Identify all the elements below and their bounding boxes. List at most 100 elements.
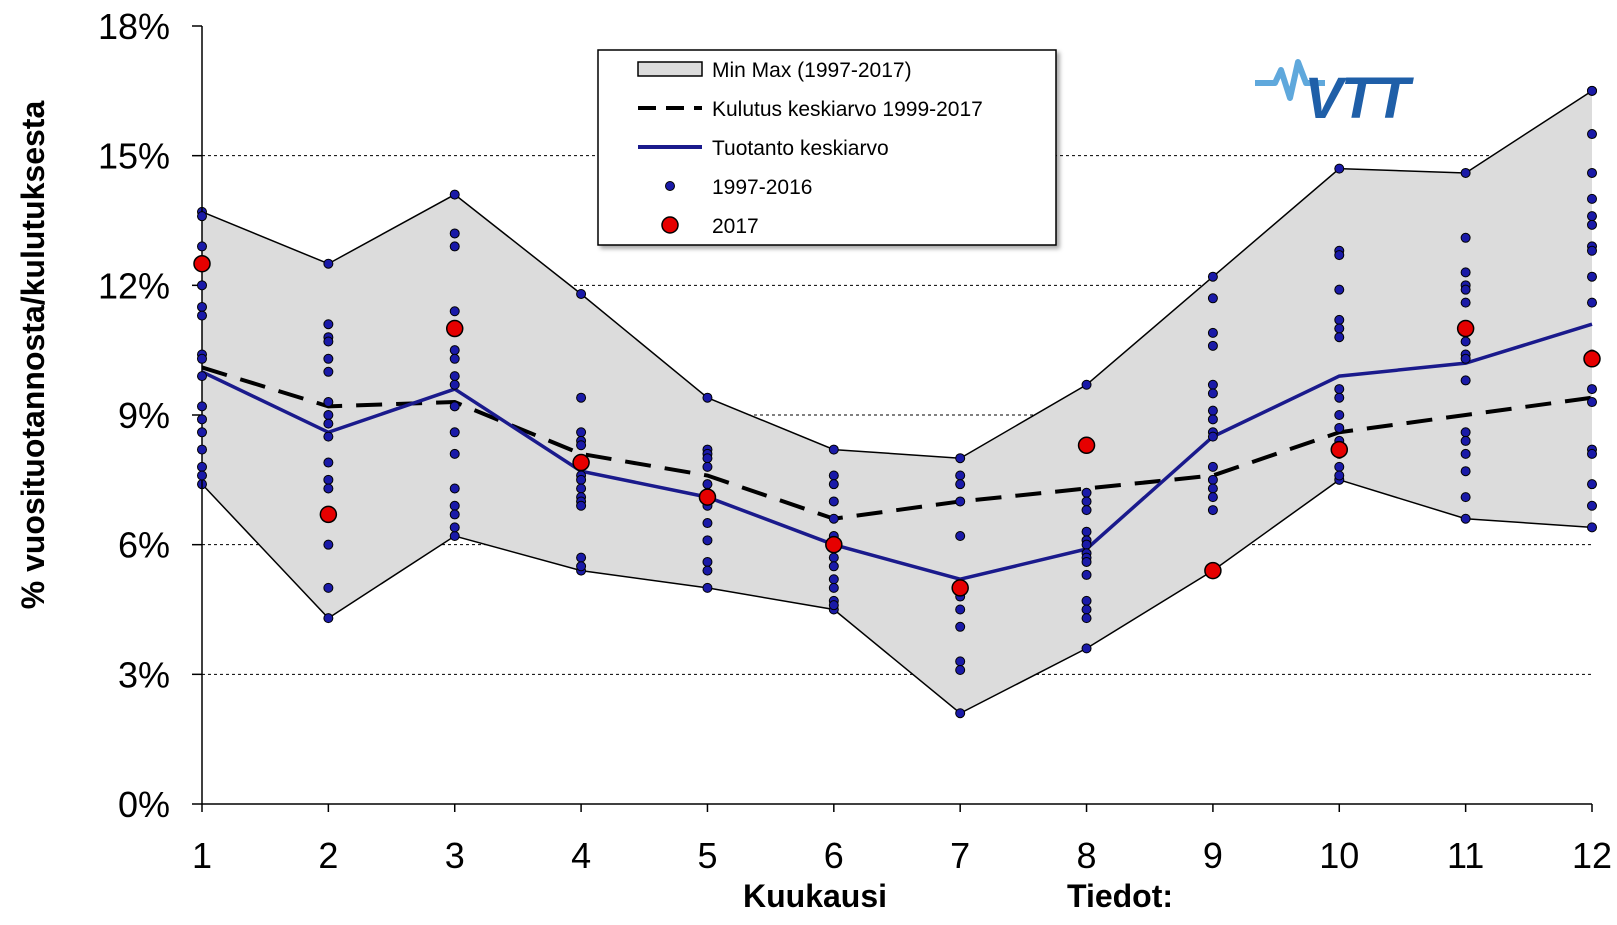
historic-point [1334, 250, 1345, 261]
historic-point [1081, 539, 1092, 550]
historic-point [576, 474, 587, 485]
historic-point [449, 401, 460, 412]
max-point [1081, 379, 1092, 390]
max-point [1460, 167, 1471, 178]
historic-point [1587, 479, 1597, 490]
max-point [1207, 271, 1218, 282]
legend-historic-label: 1997-2016 [712, 176, 812, 199]
historic-point [323, 582, 334, 593]
point-2017 [698, 488, 717, 506]
historic-point [828, 479, 839, 490]
y-tick-label: 0% [118, 784, 170, 825]
min-line [201, 479, 1593, 715]
historic-point [702, 453, 713, 464]
max-point [576, 288, 587, 299]
x-tick-label: 1 [192, 835, 212, 876]
historic-point [1587, 219, 1597, 230]
historic-point [449, 228, 460, 239]
historic-point [955, 665, 966, 676]
historic-point [449, 306, 460, 317]
historic-point [197, 461, 207, 472]
max-point [1334, 163, 1345, 174]
historic-point [576, 552, 587, 563]
point-2017 [951, 579, 969, 597]
historic-point [323, 397, 334, 408]
historic-point [955, 604, 966, 615]
historic-point [955, 531, 966, 542]
vtt-logo-text: VTT [1304, 66, 1414, 131]
series-lines [201, 322, 1593, 582]
historic-point [1081, 496, 1092, 507]
historic-point [323, 410, 334, 420]
x-tick-label: 11 [1447, 835, 1484, 876]
legend-2017-label: 2017 [712, 215, 759, 238]
historic-point [1207, 327, 1218, 338]
x-axis-title: Kuukausi [743, 878, 887, 914]
historic-point [1460, 336, 1471, 347]
max-line [201, 90, 1593, 459]
historic-point [1081, 487, 1092, 498]
historic-point [197, 401, 207, 412]
historic-point [1460, 435, 1471, 446]
footer-label: Tiedot: [1067, 878, 1173, 914]
historic-point [1460, 448, 1471, 459]
legend-historic-swatch [665, 181, 675, 191]
historic-point [828, 561, 839, 572]
point-2017 [193, 254, 211, 273]
historic-point [1587, 245, 1597, 256]
x-tick-label: 8 [1077, 835, 1097, 876]
max-point [323, 258, 334, 269]
historic-point [1460, 466, 1471, 477]
point-2017 [445, 319, 464, 338]
min-point [449, 531, 460, 542]
historic-point [1334, 410, 1345, 420]
historic-point [197, 470, 207, 481]
historic-point [1207, 461, 1218, 472]
historic-point [323, 457, 334, 468]
historic-point [1334, 314, 1345, 325]
historic-point [323, 483, 334, 494]
historic-point [576, 561, 587, 572]
legend-band-label: Min Max (1997-2017) [712, 59, 912, 82]
point-2017 [1204, 561, 1222, 580]
historic-point [449, 522, 460, 533]
historic-point [1207, 379, 1218, 390]
x-tick-label: 4 [571, 835, 591, 876]
historic-point [1587, 85, 1597, 96]
point-2017 [1330, 440, 1349, 459]
historic-point [449, 379, 460, 390]
min-point [702, 582, 713, 593]
max-point [702, 392, 713, 403]
historic-point [1460, 267, 1471, 278]
historic-point [1587, 384, 1597, 395]
historic-point [1587, 193, 1597, 204]
historic-point [1207, 340, 1218, 351]
historic-point [1334, 284, 1345, 295]
point-2017 [319, 505, 338, 524]
historic-point [702, 565, 713, 576]
historic-point [1207, 483, 1218, 494]
historic-point [323, 539, 334, 550]
historic-point [702, 461, 713, 472]
historic-point [576, 440, 587, 451]
historic-point [1460, 427, 1471, 438]
historic-point [828, 600, 839, 611]
y-tick-label: 3% [118, 654, 170, 695]
historic-point [1334, 384, 1345, 395]
tick-labels: 0%3%6%9%12%15%18%1 2 3 4 5 6 7 8 9 10 11 12 [98, 6, 1612, 876]
x-tick-label: 5 [697, 835, 717, 876]
historic-point [1081, 613, 1092, 624]
historic-point [1207, 492, 1218, 503]
point-2017 [1456, 319, 1475, 338]
historic-point [1081, 526, 1092, 537]
x-tick-label: 12 [1572, 835, 1612, 876]
historic-point [197, 310, 207, 321]
historic-point [1334, 332, 1345, 343]
historic-point [828, 513, 839, 524]
historic-point [449, 241, 460, 252]
historic-point [1587, 397, 1597, 408]
historic-point [828, 552, 839, 563]
historic-point [828, 496, 839, 507]
historic-point [323, 431, 334, 442]
historic-point [449, 500, 460, 511]
